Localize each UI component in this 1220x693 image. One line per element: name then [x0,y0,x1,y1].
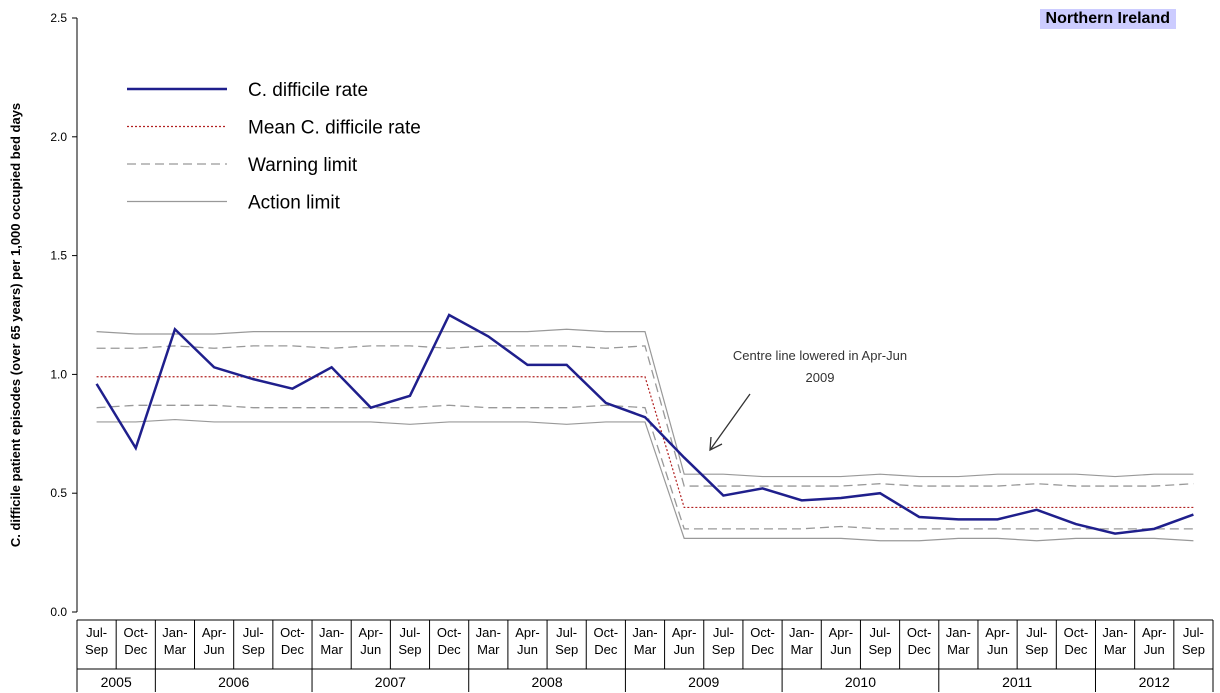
x-tick-label: Jul-Sep [1181,625,1205,657]
x-tick-label: Oct-Dec [436,625,462,657]
x-tick-label: Oct-Dec [906,625,932,657]
x-tick-label: Oct-Dec [123,625,149,657]
series-line [96,328,1194,478]
x-tick-label: Jan-Mar [945,625,972,657]
series-line [96,418,1194,542]
legend-label: Warning limit [248,155,358,176]
x-tick-label: Oct-Dec [593,625,619,657]
year-label: 2008 [531,674,563,690]
x-tick-label: Apr-Jun [515,625,540,657]
year-label: 2010 [844,674,877,690]
x-tick-label: Jul-Sep [398,625,422,657]
series-line [96,404,1194,530]
x-tick-label: Apr-Jun [828,625,854,657]
year-label: 2007 [374,674,406,690]
x-tick-label: Apr-Jun [1141,625,1167,657]
x-tick-label: Jul-Sep [711,625,735,657]
x-tick-label: Jan-Mar [162,625,188,657]
x-tick-label: Apr-Jun [985,625,1010,657]
x-tick-label: Jan-Mar [318,625,345,657]
year-label: 2006 [218,674,250,690]
x-tick-label: Jan-Mar [1102,625,1128,657]
x-tick-label: Jul-Sep [241,625,265,657]
year-label: 2012 [1138,674,1170,690]
y-axis-label: C. difficile patient episodes (over 65 y… [8,103,23,547]
x-tick-label: Jan-Mar [789,625,815,657]
year-label: 2009 [688,674,720,690]
legend-label: C. difficile rate [248,80,368,101]
year-label: 2005 [100,674,132,690]
legend-label: Action limit [248,193,341,214]
x-tick-label: Jul-Sep [868,625,892,657]
x-tick-label: Jul-Sep [555,625,579,657]
year-label: 2011 [1002,674,1033,690]
y-tick-label: 1.5 [50,249,67,263]
annotation: Centre line lowered in Apr-Jun 2009 [732,348,908,385]
y-tick-label: 0.0 [50,605,67,619]
x-tick-label: Apr-Jun [358,625,384,657]
y-tick-label: 1.0 [50,367,67,381]
x-tick-label: Jan-Mar [475,625,501,657]
series-line [95,313,1194,535]
x-tick-label: Jul-Sep [1025,625,1049,657]
region-badge: Northern Ireland [1039,9,1176,29]
legend-label: Mean C. difficile rate [248,118,421,139]
y-tick-label: 2.0 [50,130,67,144]
y-tick-label: 2.5 [50,11,67,25]
x-tick-label: Jul-Sep [85,625,109,657]
x-tick-label: Apr-Jun [671,625,697,657]
y-tick-label: 0.5 [50,486,67,500]
x-tick-label: Oct-Dec [750,625,775,657]
x-tick-label: Jan-Mar [632,625,658,657]
x-tick-label: Oct-Dec [1063,625,1089,657]
annotation-arrow [709,393,751,451]
x-tick-label: Oct-Dec [280,625,305,657]
x-tick-label: Apr-Jun [201,625,227,657]
series-line [96,345,1194,487]
series-line [96,376,1194,509]
annotation-arrowhead [709,436,723,452]
